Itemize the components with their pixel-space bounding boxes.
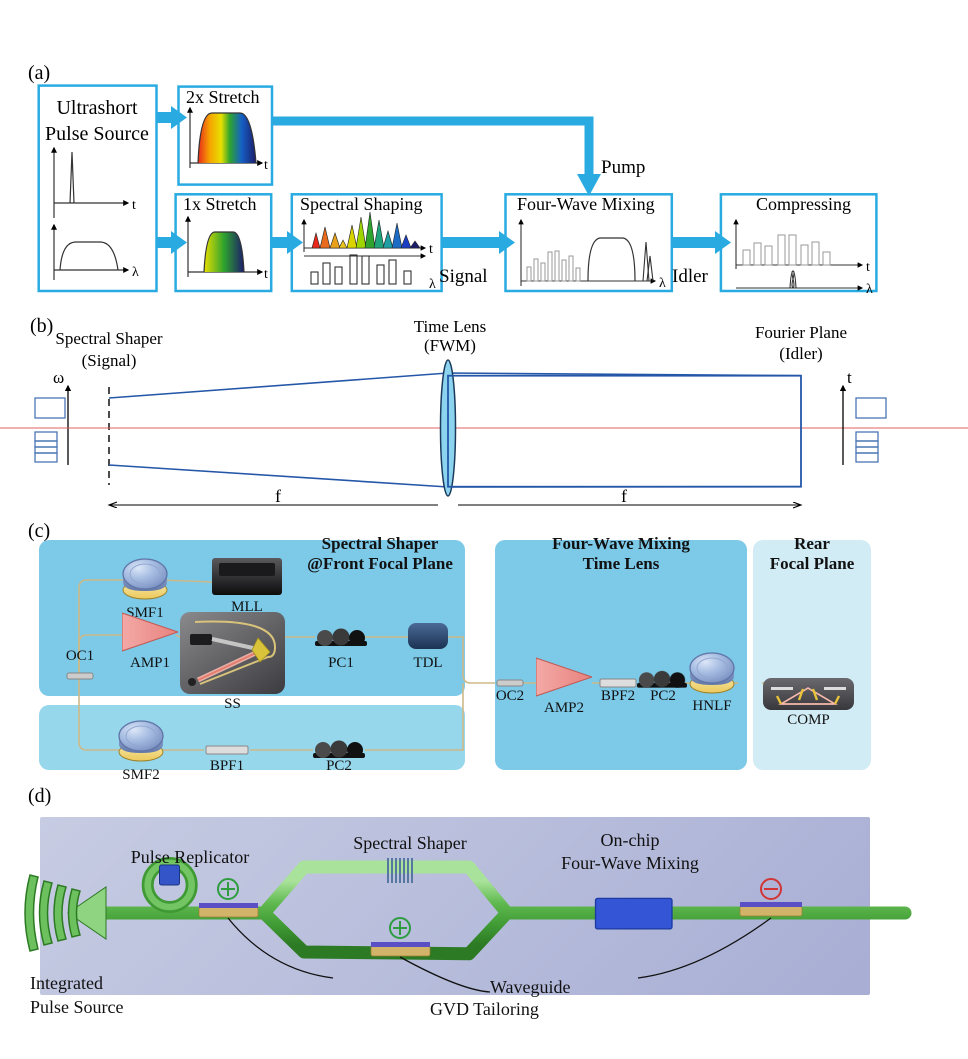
svg-text:λ: λ (866, 282, 873, 297)
svg-text:(b): (b) (30, 315, 53, 337)
svg-text:f: f (275, 486, 281, 506)
svg-text:t: t (264, 267, 268, 282)
svg-text:(Idler): (Idler) (779, 344, 822, 363)
svg-text:Compressing: Compressing (756, 194, 851, 214)
svg-text:2x Stretch: 2x Stretch (186, 87, 260, 107)
svg-text:t: t (866, 260, 870, 275)
svg-text:λ: λ (429, 277, 436, 292)
svg-text:λ: λ (132, 265, 139, 280)
svg-text:Pump: Pump (601, 157, 645, 178)
svg-text:Time Lens: Time Lens (414, 317, 487, 336)
svg-text:Four-Wave Mixing: Four-Wave Mixing (517, 194, 655, 214)
svg-text:f: f (621, 486, 627, 506)
svg-text:Idler: Idler (672, 266, 709, 287)
svg-text:(Signal): (Signal) (82, 351, 137, 370)
svg-text:ω: ω (53, 368, 64, 387)
svg-text:t: t (132, 198, 136, 213)
svg-text:Pulse Source: Pulse Source (45, 123, 149, 145)
svg-text:Ultrashort: Ultrashort (56, 97, 138, 119)
svg-text:(FWM): (FWM) (424, 336, 476, 355)
svg-text:t: t (429, 242, 433, 257)
svg-text:t: t (264, 158, 268, 173)
svg-text:λ: λ (659, 276, 666, 291)
svg-text:Signal: Signal (439, 266, 488, 287)
svg-text:Spectral Shaper: Spectral Shaper (55, 329, 162, 348)
svg-text:Fourier Plane: Fourier Plane (755, 323, 847, 342)
svg-text:Spectral Shaping: Spectral Shaping (300, 194, 422, 214)
svg-text:t: t (847, 368, 852, 387)
svg-text:1x Stretch: 1x Stretch (183, 194, 257, 214)
